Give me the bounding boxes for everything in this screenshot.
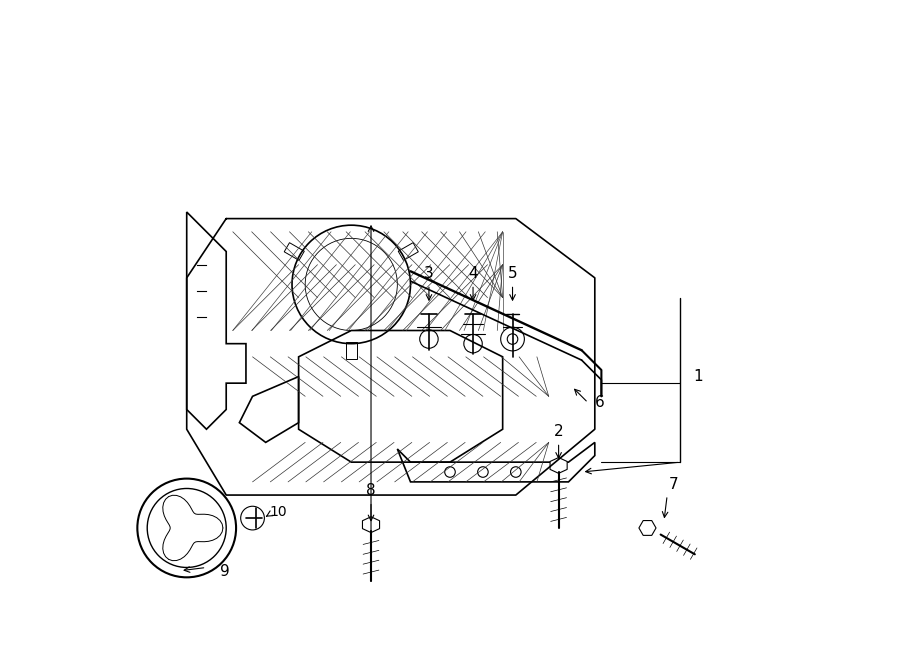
Text: 3: 3	[424, 266, 434, 281]
Text: 2: 2	[554, 424, 563, 439]
Text: 1: 1	[694, 369, 703, 384]
Text: 5: 5	[508, 266, 518, 281]
Text: 6: 6	[595, 395, 605, 410]
Text: 9: 9	[220, 564, 230, 579]
Text: 7: 7	[669, 477, 679, 492]
Text: 8: 8	[366, 483, 376, 498]
Bar	[398, 243, 418, 260]
Bar	[284, 243, 304, 260]
Bar	[346, 342, 356, 359]
Polygon shape	[550, 457, 567, 473]
Text: 4: 4	[468, 266, 478, 281]
Polygon shape	[363, 517, 380, 533]
Text: 10: 10	[269, 504, 286, 518]
Polygon shape	[639, 521, 656, 535]
